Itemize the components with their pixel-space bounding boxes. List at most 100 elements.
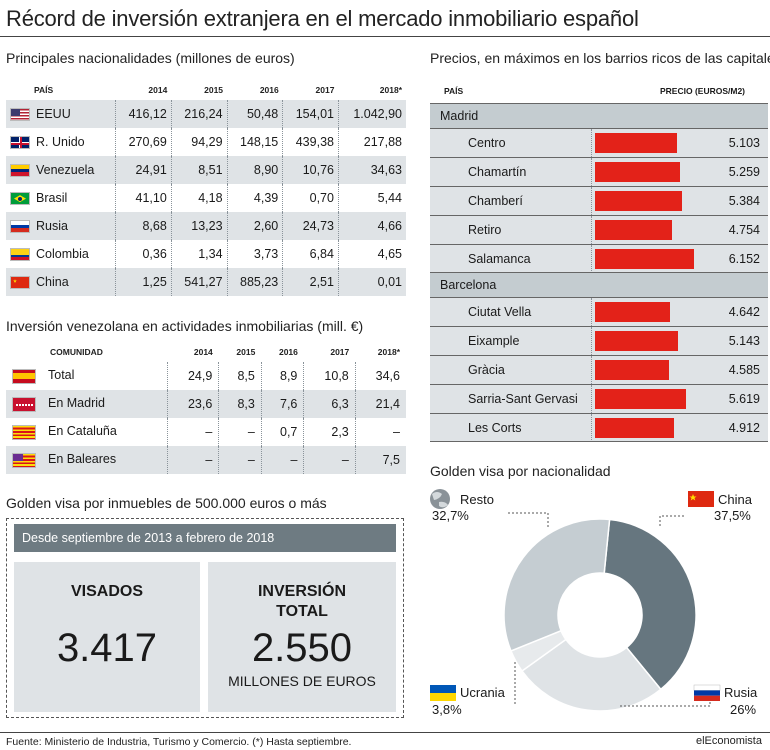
bar-category-label: Gràcia (430, 356, 592, 384)
value-cell: 6,3 (303, 390, 356, 418)
bar-category-label: Salamanca (430, 245, 592, 273)
bar-value-label: 6.152 (728, 252, 760, 266)
country-name: Colombia (36, 246, 89, 261)
value-cell: 885,23 (227, 268, 284, 296)
value-cell: 6,84 (282, 240, 339, 268)
region-name: En Baleares (48, 452, 117, 467)
value-cell: 8,90 (227, 156, 284, 184)
col-header: 2014 (148, 85, 168, 95)
value-cell: – (261, 446, 305, 474)
brazil-flag-icon (10, 192, 30, 206)
value-cell: 41,10 (115, 184, 172, 212)
bar-value-label: 5.619 (728, 392, 760, 406)
madrid-flag-icon (12, 396, 36, 412)
row-separator (430, 244, 768, 245)
venezuelan-investment-table: COMUNIDAD 2014 2015 2016 2017 2018* Tota… (6, 342, 406, 474)
value-cell: 541,27 (171, 268, 228, 296)
visados-value: 3.417 (56, 626, 158, 670)
col-header: 2014 (193, 347, 213, 357)
value-cell: 0,7 (261, 418, 305, 446)
pie-subtitle: Golden visa por nacionalidad (430, 463, 611, 479)
row-separator (430, 413, 768, 414)
bar-category-label: Centro (430, 129, 592, 157)
value-cell: 0,01 (338, 268, 406, 296)
col-header: 2017 (330, 347, 350, 357)
price-bar (595, 191, 682, 211)
col-header: 2015 (204, 85, 224, 95)
row-separator (430, 103, 768, 104)
value-cell: 24,91 (115, 156, 172, 184)
value-cell: 8,51 (171, 156, 228, 184)
cataluna-flag-icon (12, 424, 36, 440)
table-row: R. Unido 270,69 94,29 148,15 439,38 217,88 (6, 128, 406, 156)
period-banner: Desde septiembre de 2013 a febrero de 20… (14, 524, 396, 552)
prices-col-pais: PAÍS (444, 86, 464, 96)
table-row: Colombia 0,36 1,34 3,73 6,84 4,65 (6, 240, 406, 268)
bar-value-label: 5.259 (728, 165, 760, 179)
spain-flag-icon (12, 368, 36, 384)
price-bar (595, 302, 670, 322)
venezuela-flag-icon (10, 164, 30, 178)
page-title: Récord de inversión extranjera en el mer… (6, 6, 639, 31)
country-name: R. Unido (36, 134, 85, 149)
value-cell: 2,51 (282, 268, 339, 296)
row-separator (430, 272, 768, 273)
table-header-row: PAÍS 2014 2015 2016 2017 2018* (6, 80, 406, 100)
value-cell: 416,12 (115, 100, 172, 128)
country-name: Venezuela (36, 162, 95, 177)
table-row: Rusia 8,68 13,23 2,60 24,73 4,66 (6, 212, 406, 240)
value-cell: – (167, 418, 220, 446)
country-name: Rusia (36, 218, 68, 233)
bar-category-label: Ciutat Vella (430, 298, 592, 326)
value-cell: 4,18 (171, 184, 228, 212)
country-cell: Brasil (6, 184, 117, 212)
bar-category-label: Eixample (430, 327, 592, 355)
row-separator (430, 355, 768, 356)
row-separator (430, 384, 768, 385)
pie-slice-rusia (520, 638, 662, 712)
table-row: En Madrid 23,6 8,3 7,6 6,3 21,4 (6, 390, 406, 418)
table-header-row: COMUNIDAD 2014 2015 2016 2017 2018* (6, 342, 406, 362)
value-cell: 34,63 (338, 156, 406, 184)
bar-value-label: 4.754 (728, 223, 760, 237)
row-separator (430, 326, 768, 327)
value-cell: – (218, 446, 262, 474)
value-cell: – (218, 418, 262, 446)
pie-label-resto-value: 32,7% (432, 508, 469, 523)
prices-subtitle: Precios, en máximos en los barrios ricos… (430, 50, 770, 66)
pie-label-rusia-name: Rusia (724, 685, 758, 700)
value-cell: 1.042,90 (338, 100, 406, 128)
table-row: En Cataluña – –0,7 2,3– (6, 418, 406, 446)
bar-value-label: 5.384 (728, 194, 760, 208)
visados-label: VISADOS (70, 583, 143, 600)
value-cell: 21,4 (355, 390, 406, 418)
value-cell: 1,25 (115, 268, 172, 296)
row-separator (430, 297, 768, 298)
col-header: 2018* (379, 85, 402, 95)
value-cell: 8,5 (218, 362, 262, 390)
pie-slice-china (603, 518, 697, 691)
table-row: EEUU 416,12 216,24 50,48 154,01 1.042,90 (6, 100, 406, 128)
title-rule (0, 36, 770, 37)
bar-value-label: 4.642 (728, 305, 760, 319)
nationalities-table: PAÍS 2014 2015 2016 2017 2018* EEUU 416,1… (6, 80, 406, 296)
bar-category-label: Les Corts (430, 414, 592, 442)
globe-icon (430, 489, 450, 509)
prices-col-precio: PRECIO (EUROS/M2) (660, 86, 746, 96)
brand-logo: elEconomista (695, 735, 762, 747)
table-row: China 1,25 541,27 885,23 2,51 0,01 (6, 268, 406, 296)
value-cell: 0,70 (282, 184, 339, 212)
value-cell: 4,39 (227, 184, 284, 212)
row-separator (430, 186, 768, 187)
value-cell: – (167, 446, 220, 474)
col-header: 2017 (315, 85, 335, 95)
region-cell: Total (6, 362, 168, 390)
uk-flag-icon (10, 136, 30, 150)
col-header: 2018* (377, 347, 400, 357)
value-cell: 34,6 (375, 369, 400, 383)
leader-rusia (620, 700, 711, 707)
golden-inmuebles-subtitle: Golden visa por inmuebles de 500.000 eur… (6, 495, 327, 511)
leader-china (659, 515, 684, 528)
source-note: Fuente: Ministerio de Industria, Turismo… (6, 736, 352, 748)
value-cell: 217,88 (363, 135, 402, 149)
